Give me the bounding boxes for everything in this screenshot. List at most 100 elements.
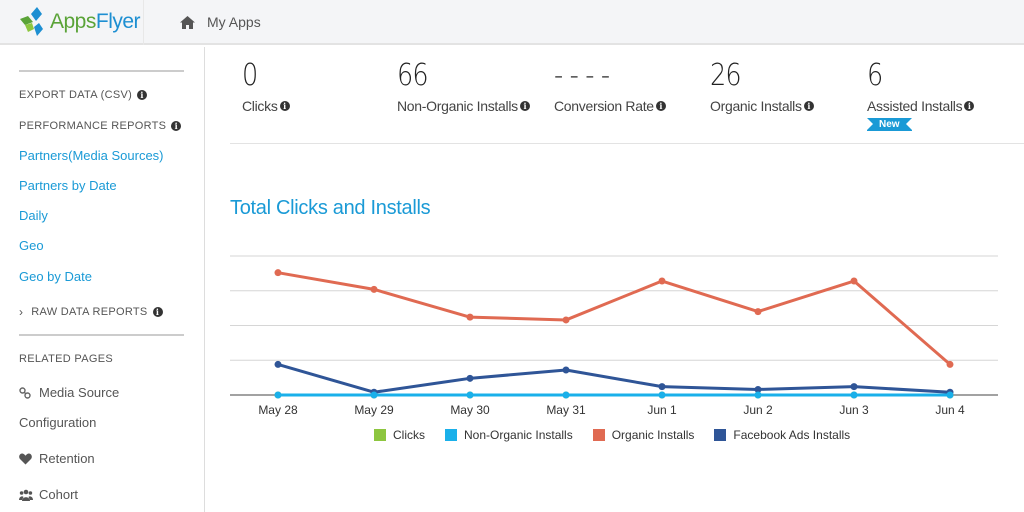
- data-point[interactable]: [274, 269, 282, 277]
- export-data-label: EXPORT DATA (CSV): [19, 89, 133, 101]
- raw-data-reports-label: RAW DATA REPORTS: [31, 306, 148, 318]
- x-tick-label: Jun 3: [839, 403, 869, 417]
- kpi-label: Non-Organic Installs: [397, 98, 518, 114]
- legend-label: Organic Installs: [611, 428, 695, 442]
- kpi-summary: 0 Clicks i 66 Non-Organic Installs i - - -…: [230, 58, 1024, 144]
- info-icon[interactable]: i: [964, 101, 975, 111]
- logo-text: AppsFlyer: [50, 10, 141, 33]
- legend-label: Non-Organic Installs: [464, 428, 573, 442]
- kpi-label: Conversion Rate: [554, 98, 654, 114]
- legend-item-non-organic-installs[interactable]: Non-Organic Installs: [445, 428, 573, 442]
- legend-label: Clicks: [393, 428, 425, 442]
- my-apps-label: My Apps: [207, 14, 261, 30]
- data-point[interactable]: [466, 391, 474, 399]
- sidebar-divider: [19, 334, 184, 336]
- header-divider: [143, 0, 144, 45]
- data-point[interactable]: [946, 360, 954, 368]
- series-line: [277, 271, 951, 366]
- kpi-label: Assisted Installs: [867, 98, 963, 114]
- data-point[interactable]: [850, 391, 858, 399]
- kpi-clicks: 0 Clicks i: [242, 58, 290, 114]
- data-point[interactable]: [754, 391, 762, 399]
- data-point[interactable]: [658, 391, 666, 399]
- info-icon[interactable]: i: [655, 101, 666, 111]
- info-icon[interactable]: i: [137, 90, 148, 100]
- configuration-label: Configuration: [19, 415, 97, 430]
- sidebar-item-daily[interactable]: Daily: [19, 208, 48, 223]
- sidebar-item-media-source-configuration[interactable]: Media Source: [19, 385, 119, 400]
- x-tick-label: Jun 2: [743, 403, 773, 417]
- kpi-non-organic-installs: 66 Non-Organic Installs i: [397, 58, 530, 114]
- data-point[interactable]: [274, 391, 282, 399]
- sidebar-item-geo[interactable]: Geo: [19, 238, 44, 253]
- performance-reports-heading: PERFORMANCE REPORTS i: [19, 120, 182, 132]
- related-pages-heading: RELATED PAGES: [19, 353, 113, 365]
- x-tick-label: May 30: [450, 403, 490, 417]
- x-tick-label: May 28: [258, 403, 298, 417]
- appsflyer-logo[interactable]: AppsFlyer: [20, 4, 141, 40]
- info-icon[interactable]: i: [152, 307, 163, 317]
- sidebar: EXPORT DATA (CSV) i PERFORMANCE REPORTS i …: [0, 47, 205, 512]
- data-point[interactable]: [466, 374, 474, 382]
- users-icon: [19, 489, 33, 501]
- home-icon: [180, 15, 195, 29]
- new-badge: New: [867, 118, 912, 131]
- appsflyer-logo-icon: [20, 7, 43, 36]
- data-point[interactable]: [562, 316, 570, 324]
- kpi-label: Organic Installs: [710, 98, 802, 114]
- kpi-value: - - - -: [554, 58, 610, 93]
- cohort-label: Cohort: [39, 487, 79, 502]
- export-data-csv-link[interactable]: EXPORT DATA (CSV) i: [19, 89, 148, 101]
- top-header: AppsFlyer My Apps: [0, 0, 1024, 45]
- data-point[interactable]: [466, 313, 474, 321]
- kpi-organic-installs: 26 Organic Installs i: [710, 58, 814, 114]
- x-tick-label: May 29: [354, 403, 394, 417]
- data-point[interactable]: [370, 391, 378, 399]
- kpi-conversion-rate: - - - - Conversion Rate i: [554, 58, 666, 114]
- legend-item-organic-installs[interactable]: Organic Installs: [592, 428, 695, 442]
- link-icon: [19, 386, 33, 399]
- data-point[interactable]: [754, 385, 762, 393]
- sidebar-item-cohort[interactable]: Cohort: [19, 487, 78, 502]
- media-source-label: Media Source: [39, 385, 120, 400]
- kpi-value: 26: [710, 58, 742, 93]
- data-point[interactable]: [562, 391, 570, 399]
- data-point[interactable]: [754, 308, 762, 316]
- data-point[interactable]: [562, 366, 570, 374]
- legend-swatch: [714, 429, 727, 441]
- kpi-value: 66: [397, 58, 429, 93]
- data-point[interactable]: [274, 360, 282, 368]
- chevron-right-icon: ›: [19, 305, 24, 319]
- heart-icon: [19, 452, 33, 465]
- x-tick-label: May 31: [546, 403, 586, 417]
- info-icon[interactable]: i: [519, 101, 530, 111]
- x-tick-label: Jun 4: [935, 403, 965, 417]
- sidebar-item-configuration-continued[interactable]: Configuration: [19, 415, 96, 430]
- data-point[interactable]: [850, 277, 858, 285]
- sidebar-item-partners-media-sources[interactable]: Partners(Media Sources): [19, 148, 164, 163]
- info-icon[interactable]: i: [803, 101, 814, 111]
- info-icon[interactable]: i: [279, 101, 290, 111]
- info-icon[interactable]: i: [171, 121, 182, 131]
- my-apps-link[interactable]: My Apps: [180, 14, 261, 30]
- x-tick-label: Jun 1: [647, 403, 677, 417]
- legend-swatch: [445, 429, 457, 441]
- kpi-value: 6: [867, 58, 883, 93]
- legend-item-clicks[interactable]: Clicks: [374, 428, 425, 442]
- raw-data-reports-toggle[interactable]: › RAW DATA REPORTS i: [19, 305, 163, 319]
- sidebar-item-partners-by-date[interactable]: Partners by Date: [19, 178, 117, 193]
- data-point[interactable]: [370, 285, 378, 293]
- data-point[interactable]: [658, 383, 666, 391]
- sidebar-item-geo-by-date[interactable]: Geo by Date: [19, 269, 92, 284]
- data-point[interactable]: [946, 391, 954, 399]
- legend-item-facebook-ads-installs[interactable]: Facebook Ads Installs: [714, 428, 850, 442]
- sidebar-item-retention[interactable]: Retention: [19, 451, 95, 466]
- performance-reports-label: PERFORMANCE REPORTS: [19, 120, 167, 132]
- series-line: [277, 362, 951, 394]
- data-point[interactable]: [658, 277, 666, 285]
- data-point[interactable]: [850, 383, 858, 391]
- retention-label: Retention: [39, 451, 95, 466]
- kpi-assisted-installs: 6 Assisted Installs i New: [867, 58, 975, 132]
- chart-legend: Clicks Non-Organic Installs Organic Inst…: [374, 428, 870, 442]
